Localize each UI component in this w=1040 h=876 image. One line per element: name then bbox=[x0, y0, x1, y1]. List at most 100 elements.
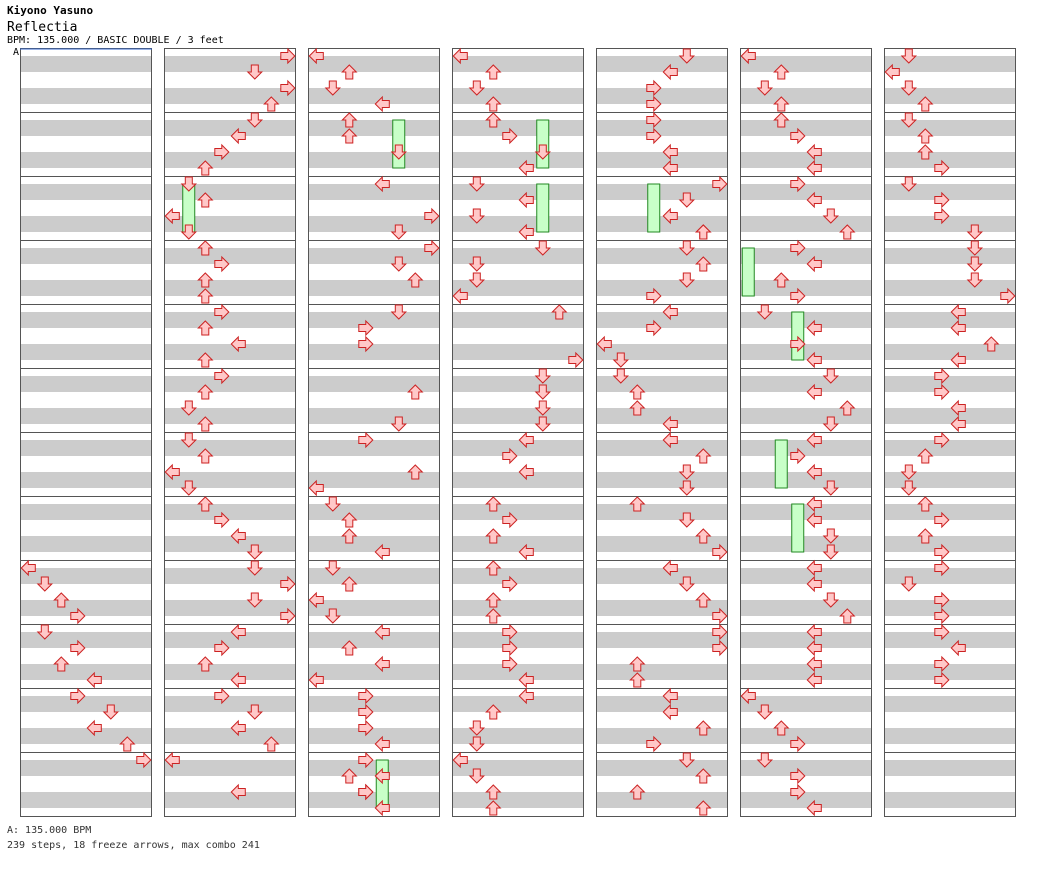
step-arrow-up bbox=[695, 448, 712, 464]
beat-stripe bbox=[164, 216, 296, 232]
step-arrow-right bbox=[934, 671, 950, 689]
step-arrow-up bbox=[773, 64, 790, 80]
beat-stripe bbox=[452, 376, 584, 392]
step-arrow-left bbox=[806, 671, 822, 689]
step-arrow-down bbox=[468, 208, 486, 224]
beat-stripe bbox=[740, 248, 872, 264]
beat-stripe bbox=[596, 56, 728, 72]
step-arrow-down bbox=[36, 624, 54, 640]
step-arrow-down bbox=[180, 224, 198, 240]
beat-stripe bbox=[308, 152, 440, 168]
step-arrow-right bbox=[712, 175, 728, 193]
step-arrow-left bbox=[374, 95, 390, 113]
step-arrow-up bbox=[197, 272, 214, 288]
step-arrow-right bbox=[358, 687, 374, 705]
beat-stripe bbox=[164, 536, 296, 552]
step-arrow-left bbox=[164, 751, 180, 769]
beat-stripe bbox=[596, 344, 728, 360]
step-arrow-left bbox=[230, 623, 246, 641]
beat-stripe bbox=[596, 664, 728, 680]
step-arrow-up bbox=[197, 352, 214, 368]
step-arrow-left bbox=[740, 687, 756, 705]
step-arrow-down bbox=[468, 720, 486, 736]
step-arrow-down bbox=[678, 480, 696, 496]
beat-stripe bbox=[452, 88, 584, 104]
beat-stripe bbox=[596, 152, 728, 168]
step-arrow-down bbox=[900, 176, 918, 192]
beat-stripe bbox=[20, 536, 152, 552]
beat-stripe bbox=[596, 312, 728, 328]
beat-stripe bbox=[884, 664, 1016, 680]
step-arrow-down bbox=[534, 368, 552, 384]
step-arrow-down bbox=[246, 112, 264, 128]
beat-stripe bbox=[164, 184, 296, 200]
step-arrow-left bbox=[230, 527, 246, 545]
chart-column bbox=[164, 48, 296, 817]
beat-stripe bbox=[20, 248, 152, 264]
beat-stripe bbox=[740, 152, 872, 168]
beat-stripe bbox=[164, 600, 296, 616]
step-arrow-down bbox=[534, 144, 552, 160]
beat-stripe bbox=[164, 792, 296, 808]
beat-stripe bbox=[164, 408, 296, 424]
step-arrow-right bbox=[358, 751, 374, 769]
step-arrow-right bbox=[790, 287, 806, 305]
step-arrow-right bbox=[646, 79, 662, 97]
chart-column bbox=[596, 48, 728, 817]
step-arrow-left bbox=[806, 799, 822, 817]
step-arrow-right bbox=[280, 607, 296, 625]
beat-stripe bbox=[596, 280, 728, 296]
beat-stripe bbox=[20, 344, 152, 360]
beat-stripe bbox=[452, 56, 584, 72]
step-arrow-down bbox=[390, 256, 408, 272]
beat-stripe bbox=[308, 184, 440, 200]
beat-stripe bbox=[308, 792, 440, 808]
step-arrow-left bbox=[20, 559, 36, 577]
step-arrow-up bbox=[263, 96, 280, 112]
step-arrow-down bbox=[900, 80, 918, 96]
step-arrow-right bbox=[214, 303, 230, 321]
step-arrow-down bbox=[966, 240, 984, 256]
step-arrow-right bbox=[214, 639, 230, 657]
step-arrow-right bbox=[790, 127, 806, 145]
beat-stripe bbox=[740, 216, 872, 232]
step-arrow-down bbox=[102, 704, 120, 720]
beat-stripe bbox=[308, 632, 440, 648]
step-arrow-up bbox=[917, 528, 934, 544]
step-arrow-down bbox=[900, 480, 918, 496]
beat-stripe bbox=[884, 440, 1016, 456]
beat-stripe bbox=[884, 536, 1016, 552]
step-arrow-down bbox=[678, 512, 696, 528]
beat-stripe bbox=[20, 696, 152, 712]
beat-stripe bbox=[20, 600, 152, 616]
beat-stripe bbox=[164, 152, 296, 168]
beat-stripe bbox=[164, 504, 296, 520]
step-arrow-right bbox=[934, 591, 950, 609]
beat-stripe bbox=[740, 568, 872, 584]
step-arrow-left bbox=[308, 591, 324, 609]
step-arrow-up bbox=[917, 96, 934, 112]
beat-stripe bbox=[452, 504, 584, 520]
step-arrow-left bbox=[230, 127, 246, 145]
step-arrow-right bbox=[214, 255, 230, 273]
chart-column bbox=[884, 48, 1016, 817]
step-arrow-up bbox=[485, 800, 502, 816]
beat-stripe bbox=[740, 376, 872, 392]
beat-stripe bbox=[20, 408, 152, 424]
beat-stripe bbox=[308, 248, 440, 264]
freeze-arrow bbox=[791, 311, 805, 361]
step-arrow-up bbox=[695, 528, 712, 544]
step-arrow-down bbox=[534, 400, 552, 416]
beat-stripe bbox=[308, 88, 440, 104]
step-arrow-left bbox=[374, 543, 390, 561]
beat-stripe bbox=[164, 568, 296, 584]
step-arrow-right bbox=[280, 79, 296, 97]
step-arrow-right bbox=[646, 127, 662, 145]
beat-stripe bbox=[20, 472, 152, 488]
beat-stripe bbox=[308, 536, 440, 552]
step-arrow-up bbox=[695, 592, 712, 608]
step-arrow-left bbox=[950, 351, 966, 369]
step-arrow-down bbox=[246, 704, 264, 720]
step-arrow-right bbox=[646, 111, 662, 129]
beat-stripe bbox=[884, 792, 1016, 808]
